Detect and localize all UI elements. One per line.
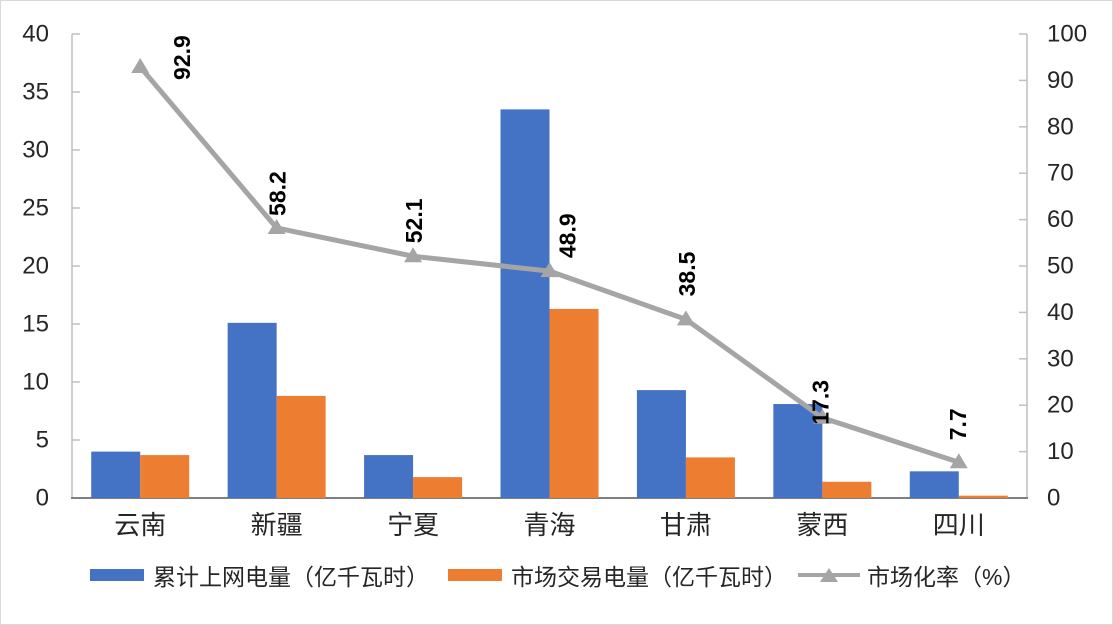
line-data-label: 17.3 — [807, 380, 833, 425]
bar-blue — [91, 451, 141, 498]
left-axis-tick-label: 35 — [22, 79, 49, 106]
right-axis-tick-label: 60 — [1047, 206, 1074, 233]
chart-legend: 累计上网电量（亿千瓦时） 市场交易电量（亿千瓦时） 市场化率（%） — [1, 561, 1112, 591]
bar-blue — [909, 471, 959, 498]
line-data-label: 58.2 — [265, 171, 291, 216]
right-axis-tick-label: 0 — [1047, 485, 1060, 512]
category-label: 四川 — [933, 510, 985, 540]
category-label: 蒙西 — [796, 510, 848, 540]
bar-orange — [822, 481, 872, 498]
right-axis-tick-label: 40 — [1047, 299, 1074, 326]
bar-orange — [958, 495, 1008, 498]
legend-label-cumulative-grid-energy: 累计上网电量（亿千瓦时） — [153, 564, 429, 590]
right-axis-tick-label: 50 — [1047, 253, 1074, 280]
bar-orange — [685, 457, 735, 498]
triangle-marker-icon — [949, 453, 968, 469]
legend-swatch-gray-line-marker — [798, 567, 860, 583]
category-label: 新疆 — [251, 510, 303, 540]
legend-label-marketization-rate: 市场化率（%） — [867, 564, 1026, 590]
left-axis-tick-label: 10 — [22, 369, 49, 396]
legend-label-market-traded-energy: 市场交易电量（亿千瓦时） — [511, 564, 787, 590]
left-axis-tick-label: 15 — [22, 311, 49, 338]
legend-triangle-marker-icon — [820, 568, 838, 582]
category-label: 甘肃 — [660, 510, 712, 540]
left-axis-tick-label: 5 — [36, 427, 49, 454]
left-axis-tick-label: 0 — [36, 485, 49, 512]
line-data-label: 38.5 — [674, 251, 700, 296]
legend-item-market-traded-energy: 市场交易电量（亿千瓦时） — [448, 561, 787, 590]
right-axis-tick-label: 80 — [1047, 113, 1074, 140]
legend-item-cumulative-grid-energy: 累计上网电量（亿千瓦时） — [90, 561, 429, 590]
right-axis-tick-label: 20 — [1047, 392, 1074, 419]
bar-blue — [500, 109, 550, 499]
bar-blue — [636, 390, 686, 498]
left-axis-tick-label: 30 — [22, 137, 49, 164]
bar-orange — [413, 477, 463, 498]
bar-blue — [227, 322, 277, 498]
left-axis-tick-label: 25 — [22, 195, 49, 222]
line-data-label: 48.9 — [555, 213, 581, 258]
right-axis-tick-label: 10 — [1047, 438, 1074, 465]
triangle-marker-icon — [676, 310, 695, 326]
bar-blue — [773, 404, 823, 498]
category-label: 宁夏 — [387, 510, 439, 540]
bar-orange — [276, 395, 326, 498]
triangle-marker-icon — [813, 408, 832, 424]
left-axis-tick-label: 40 — [22, 21, 49, 48]
bar-blue — [364, 455, 414, 498]
left-axis-tick-label: 20 — [22, 253, 49, 280]
legend-swatch-blue-bar — [90, 569, 144, 581]
line-data-label: 7.7 — [945, 408, 971, 440]
right-axis-tick-label: 90 — [1047, 67, 1074, 94]
bar-orange — [549, 308, 599, 498]
triangle-marker-icon — [404, 247, 423, 263]
triangle-marker-icon — [540, 262, 559, 278]
right-axis-tick-label: 30 — [1047, 345, 1074, 372]
bar-orange — [140, 455, 190, 498]
category-label: 青海 — [523, 510, 575, 540]
line-data-label: 52.1 — [401, 198, 427, 243]
legend-item-marketization-rate: 市场化率（%） — [798, 561, 1026, 590]
right-axis-tick-label: 70 — [1047, 160, 1074, 187]
category-label: 云南 — [114, 510, 166, 540]
legend-swatch-orange-bar — [448, 569, 502, 581]
right-axis-tick-label: 100 — [1047, 21, 1087, 48]
line-data-label: 92.9 — [169, 35, 195, 80]
triangle-marker-icon — [131, 57, 150, 73]
triangle-marker-icon — [267, 218, 286, 234]
